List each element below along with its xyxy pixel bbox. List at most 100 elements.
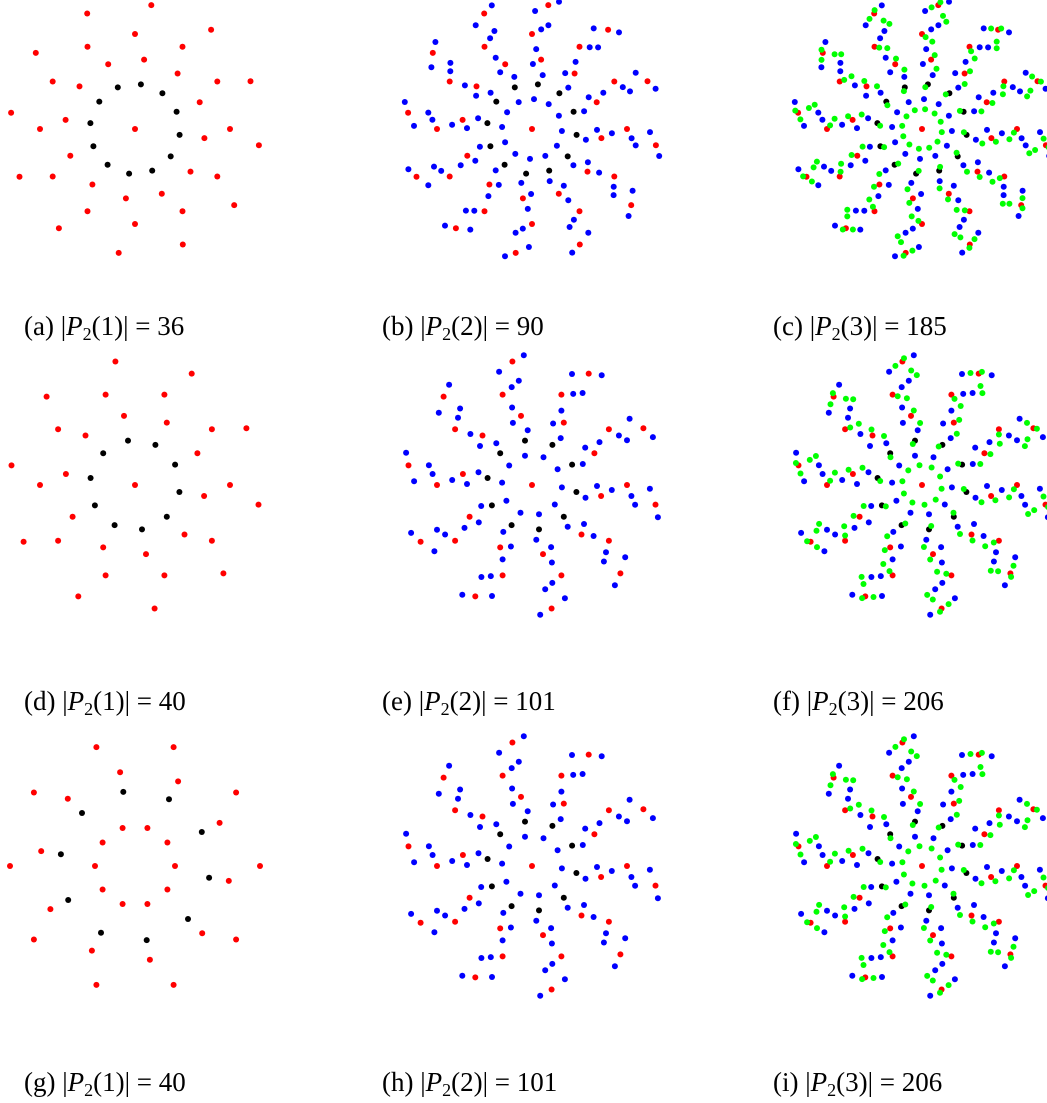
point <box>1027 87 1034 94</box>
point <box>626 415 633 422</box>
point <box>608 868 615 874</box>
point <box>961 207 968 214</box>
point <box>174 70 181 77</box>
point <box>459 591 466 598</box>
point <box>512 150 519 157</box>
point <box>582 444 589 451</box>
point <box>848 73 855 80</box>
point <box>985 44 992 51</box>
caption-argument: (1) <box>93 686 125 716</box>
point <box>806 456 813 463</box>
point <box>837 168 844 175</box>
point <box>919 61 926 67</box>
point <box>417 538 424 545</box>
point <box>889 391 896 398</box>
point <box>627 88 633 95</box>
point <box>903 776 910 783</box>
point <box>429 471 436 477</box>
point <box>900 252 907 259</box>
point <box>549 441 556 448</box>
point <box>579 461 586 467</box>
point <box>955 841 962 848</box>
point <box>937 989 943 996</box>
point <box>520 733 527 740</box>
point <box>894 233 901 240</box>
point <box>950 800 957 807</box>
point <box>185 916 191 922</box>
point <box>899 419 906 426</box>
point <box>515 758 522 765</box>
caption-value: 206 <box>903 686 944 716</box>
point <box>507 924 514 931</box>
point <box>603 549 609 556</box>
caption-value: 40 <box>158 1067 186 1097</box>
point <box>506 843 513 850</box>
point <box>499 772 506 779</box>
point <box>861 78 868 84</box>
point <box>866 196 873 203</box>
point <box>590 914 597 920</box>
point <box>625 213 632 219</box>
point <box>889 479 896 486</box>
point <box>652 85 659 92</box>
point <box>435 409 442 416</box>
point <box>954 904 961 911</box>
point <box>931 52 938 59</box>
point <box>466 894 473 901</box>
point <box>990 920 997 927</box>
point <box>959 752 965 758</box>
point <box>615 813 622 820</box>
point <box>548 925 555 932</box>
point <box>859 143 866 150</box>
point <box>152 441 159 448</box>
point <box>875 193 882 200</box>
point <box>496 368 503 375</box>
point <box>411 122 417 129</box>
point <box>892 253 898 260</box>
point <box>82 432 89 439</box>
point <box>499 860 506 867</box>
point <box>943 18 950 25</box>
point <box>93 744 100 751</box>
point <box>940 801 947 808</box>
caption-label: (d) <box>24 686 63 716</box>
point <box>845 113 852 120</box>
point <box>1006 200 1013 207</box>
point <box>187 168 194 175</box>
point <box>938 485 945 492</box>
point <box>413 173 420 180</box>
point <box>511 84 518 91</box>
point <box>585 370 592 377</box>
point <box>902 520 909 527</box>
point <box>821 929 828 936</box>
point <box>810 164 817 171</box>
point <box>475 469 482 476</box>
point <box>531 96 537 103</box>
caption-value: 36 <box>157 311 185 341</box>
point <box>98 929 104 936</box>
point <box>1005 813 1012 820</box>
point <box>935 443 942 450</box>
point <box>509 358 516 365</box>
point <box>987 451 994 458</box>
point <box>227 126 233 132</box>
point <box>434 482 440 488</box>
point <box>797 116 804 123</box>
caption-e: (e) |P2(2)| = 101 <box>382 686 556 719</box>
point <box>913 372 920 379</box>
point <box>139 526 145 533</box>
point <box>995 918 1002 925</box>
point <box>1010 486 1017 493</box>
point <box>132 126 138 132</box>
point <box>938 925 945 932</box>
point <box>995 431 1002 438</box>
point <box>937 608 943 615</box>
point <box>594 483 600 489</box>
point <box>488 2 495 9</box>
point <box>598 753 605 760</box>
point <box>847 424 854 431</box>
point <box>91 502 98 509</box>
point <box>920 925 927 931</box>
point <box>255 142 262 149</box>
